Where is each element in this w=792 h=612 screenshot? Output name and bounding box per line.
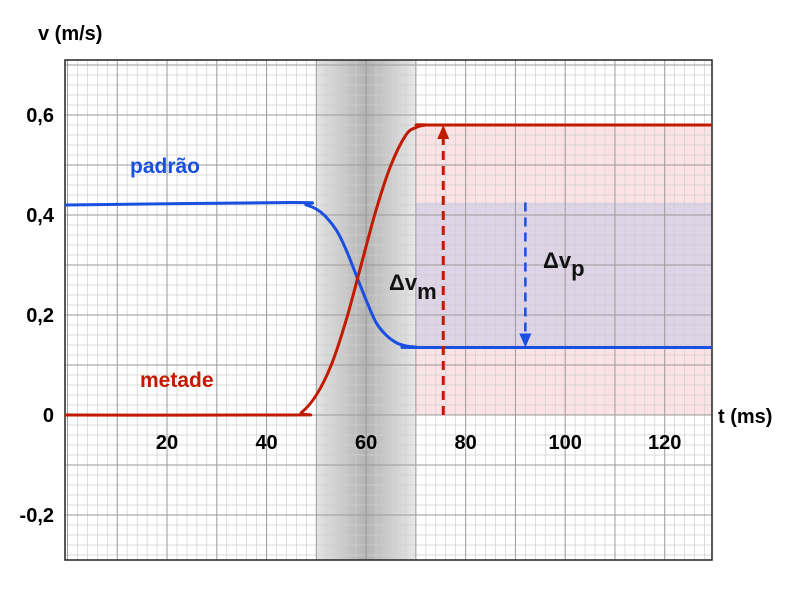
x-tick-label: 80 — [455, 432, 477, 454]
delta-vp-label: Δvp — [543, 248, 585, 281]
plot-frame — [64, 59, 713, 561]
delta-vm-symbol: Δv — [389, 270, 418, 295]
delta-vp-subscript: p — [571, 256, 584, 281]
delta-vm-arrow-head — [437, 125, 450, 139]
x-tick-label: 40 — [255, 432, 277, 454]
x-tick-label: 100 — [548, 432, 581, 454]
y-axis-label: v (m/s) — [38, 23, 102, 45]
x-tick-label: 60 — [355, 432, 377, 454]
legend-metade: metade — [140, 369, 214, 392]
x-tick-label: 20 — [156, 432, 178, 454]
y-tick-label: 0,6 — [26, 105, 54, 127]
delta-vm-label: Δvm — [389, 270, 437, 304]
y-tick-label: -0,2 — [20, 505, 54, 527]
legend-padrao: padrão — [130, 155, 200, 178]
y-tick-label: 0,4 — [26, 205, 55, 227]
delta-vp-symbol: Δv — [543, 248, 572, 273]
y-tick-label: 0,2 — [26, 305, 54, 327]
series-metade-line — [64, 123, 712, 417]
x-tick-label: 120 — [648, 432, 681, 454]
delta-vp-arrow-head — [519, 333, 532, 348]
series-padrao-line — [64, 201, 713, 350]
y-tick-label: 0 — [43, 405, 54, 427]
x-axis-label: t (ms) — [718, 406, 772, 428]
delta-vm-subscript: m — [417, 279, 437, 304]
